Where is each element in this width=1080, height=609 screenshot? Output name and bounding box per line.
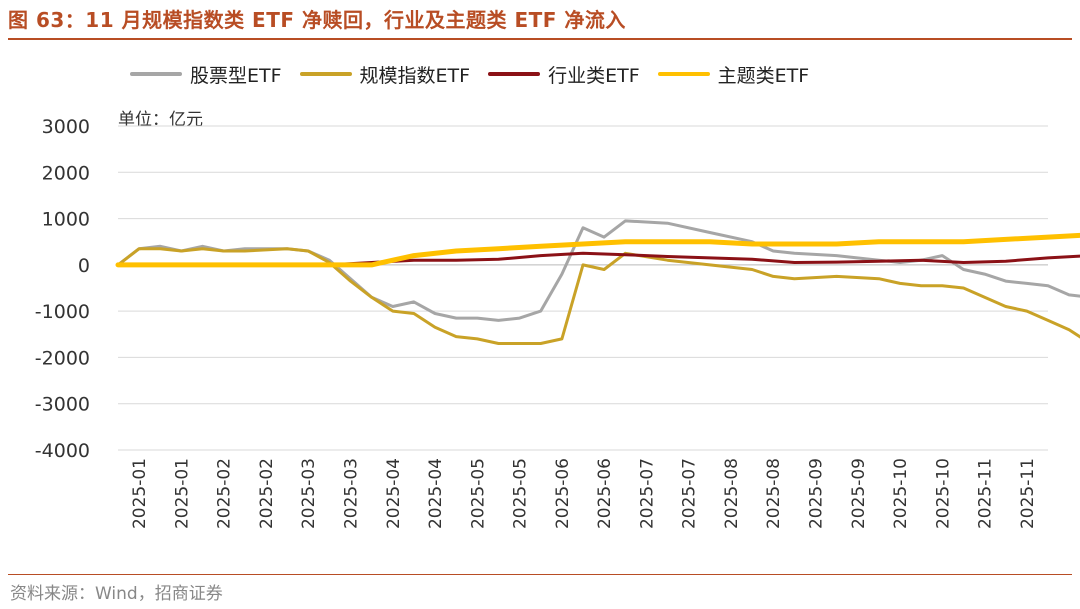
series-line — [116, 247, 1080, 345]
x-tick-label: 2025-03 — [342, 458, 362, 529]
legend-swatch — [299, 72, 352, 76]
x-tick-label: 2025-10 — [891, 458, 911, 529]
x-tick-label: 2025-02 — [257, 458, 277, 529]
y-tick-label: -2000 — [35, 347, 90, 369]
x-tick-label: 2025-06 — [595, 458, 615, 529]
x-tick-label: 2025-05 — [468, 458, 488, 529]
x-tick-label: 2025-08 — [722, 458, 742, 529]
x-tick-label: 2025-06 — [553, 458, 573, 529]
y-tick-label: -4000 — [35, 440, 90, 462]
unit-label: 单位：亿元 — [118, 110, 203, 130]
legend-label: 规模指数ETF — [359, 64, 471, 87]
x-tick-label: 2025-09 — [849, 458, 869, 529]
y-tick-label: 1000 — [42, 209, 90, 231]
y-tick-label: 2000 — [42, 162, 90, 184]
legend-item-industry-etf: 行业类ETF — [488, 61, 640, 88]
x-tick-label: 2025-02 — [215, 458, 235, 529]
x-tick-label: 2025-07 — [637, 458, 657, 529]
x-tick-label: 2025-04 — [426, 458, 446, 529]
x-tick-label: 2025-01 — [172, 458, 192, 529]
x-tick-label: 2025-08 — [764, 458, 784, 529]
x-tick-label: 2025-10 — [933, 458, 953, 529]
source-rule — [8, 574, 1072, 575]
legend-item-index-etf: 规模指数ETF — [299, 61, 471, 88]
legend-swatch — [657, 72, 710, 76]
series-line — [115, 232, 1080, 268]
figure-title: 图 63：11 月规模指数类 ETF 净赎回，行业及主题类 ETF 净流入 — [8, 8, 626, 32]
x-tick-label: 2025-04 — [384, 458, 404, 529]
legend-item-stock-etf: 股票型ETF — [130, 61, 282, 88]
source-note: 资料来源：Wind，招商证券 — [10, 584, 223, 604]
legend-item-theme-etf: 主题类ETF — [657, 61, 810, 88]
x-tick-label: 2025-11 — [976, 458, 996, 529]
x-tick-label: 2025-11 — [1018, 458, 1038, 529]
legend-swatch — [488, 72, 541, 76]
x-tick-label: 2025-03 — [299, 458, 319, 529]
y-tick-label: -1000 — [35, 301, 90, 323]
x-tick-label: 2025-01 — [130, 458, 150, 529]
title-rule — [8, 38, 1072, 40]
x-tick-label: 2025-05 — [511, 458, 531, 529]
x-tick-label: 2025-07 — [680, 458, 700, 529]
chart-legend: 股票型ETF 规模指数ETF 行业类ETF 主题类ETF — [130, 58, 809, 90]
y-tick-label: 0 — [78, 255, 90, 277]
y-tick-label: 3000 — [42, 116, 90, 138]
series-line — [116, 219, 1080, 322]
legend-label: 行业类ETF — [548, 64, 640, 87]
legend-label: 股票型ETF — [190, 64, 282, 87]
x-tick-label: 2025-09 — [807, 458, 827, 529]
legend-label: 主题类ETF — [717, 64, 810, 87]
y-tick-label: -3000 — [35, 394, 90, 416]
legend-swatch — [130, 72, 182, 76]
